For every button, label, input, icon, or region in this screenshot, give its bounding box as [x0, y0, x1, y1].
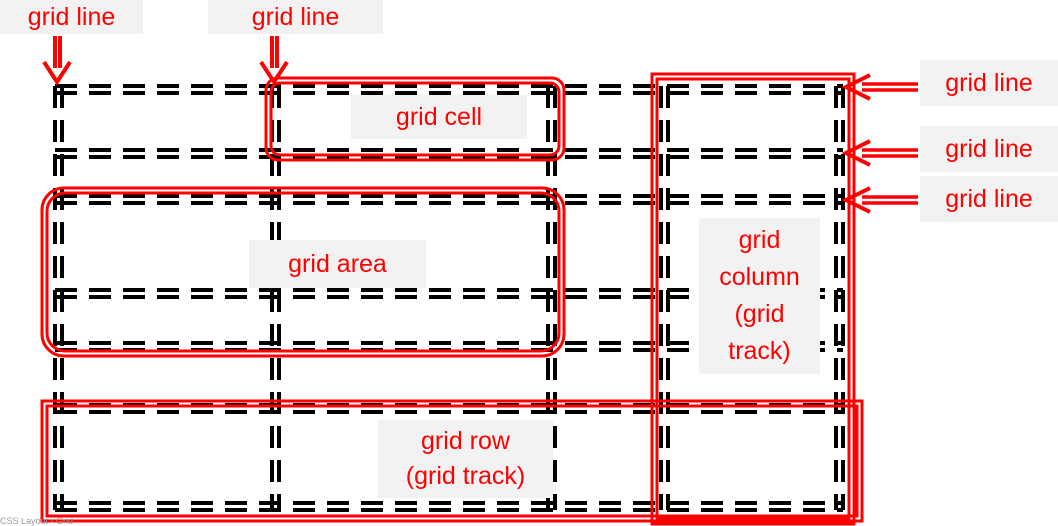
grid-cell-outline-outer	[264, 76, 566, 162]
arrow-left-icon	[841, 73, 918, 101]
grid-column-label-line-2: column	[719, 263, 800, 291]
grid-line-label-top-mid: grid line	[208, 0, 383, 34]
arrow-down-icon	[259, 36, 289, 86]
grid-cell-outline-inner	[269, 81, 561, 157]
arrow-down-icon	[42, 36, 72, 86]
grid-column-outline-inner	[655, 77, 851, 521]
grid-column-outline-outer	[650, 72, 856, 526]
grid-column-label-line-4: track)	[728, 337, 791, 365]
grid-line-label-right-1: grid line	[920, 60, 1058, 106]
arrow-left-icon	[841, 186, 918, 214]
grid-area-label: grid area	[249, 240, 426, 288]
grid-column-label: grid column (grid track)	[699, 218, 820, 374]
grid-column-label-line-3: (grid	[734, 300, 785, 328]
arrow-left-icon	[841, 139, 918, 167]
grid-row-label-line-2: (grid track)	[405, 462, 526, 490]
footer-caption: CSS Layout - Grid	[0, 516, 74, 526]
grid-row-label-line-1: grid row	[421, 427, 510, 455]
grid-line-label-right-3: grid line	[920, 176, 1058, 222]
grid-column-label-line-1: grid	[738, 226, 781, 254]
grid-row-label: grid row (grid track)	[378, 420, 553, 498]
grid-line-label-top-left: grid line	[0, 0, 143, 34]
grid-row-outline-inner	[45, 404, 859, 518]
grid-line-label-right-2: grid line	[920, 126, 1058, 172]
grid-area-outline-inner	[45, 191, 561, 353]
grid-area-outline-outer	[40, 186, 566, 358]
grid-row-outline-outer	[40, 399, 864, 523]
arrows	[42, 36, 918, 214]
highlights	[40, 72, 864, 526]
grid-cell-label: grid cell	[351, 95, 527, 139]
